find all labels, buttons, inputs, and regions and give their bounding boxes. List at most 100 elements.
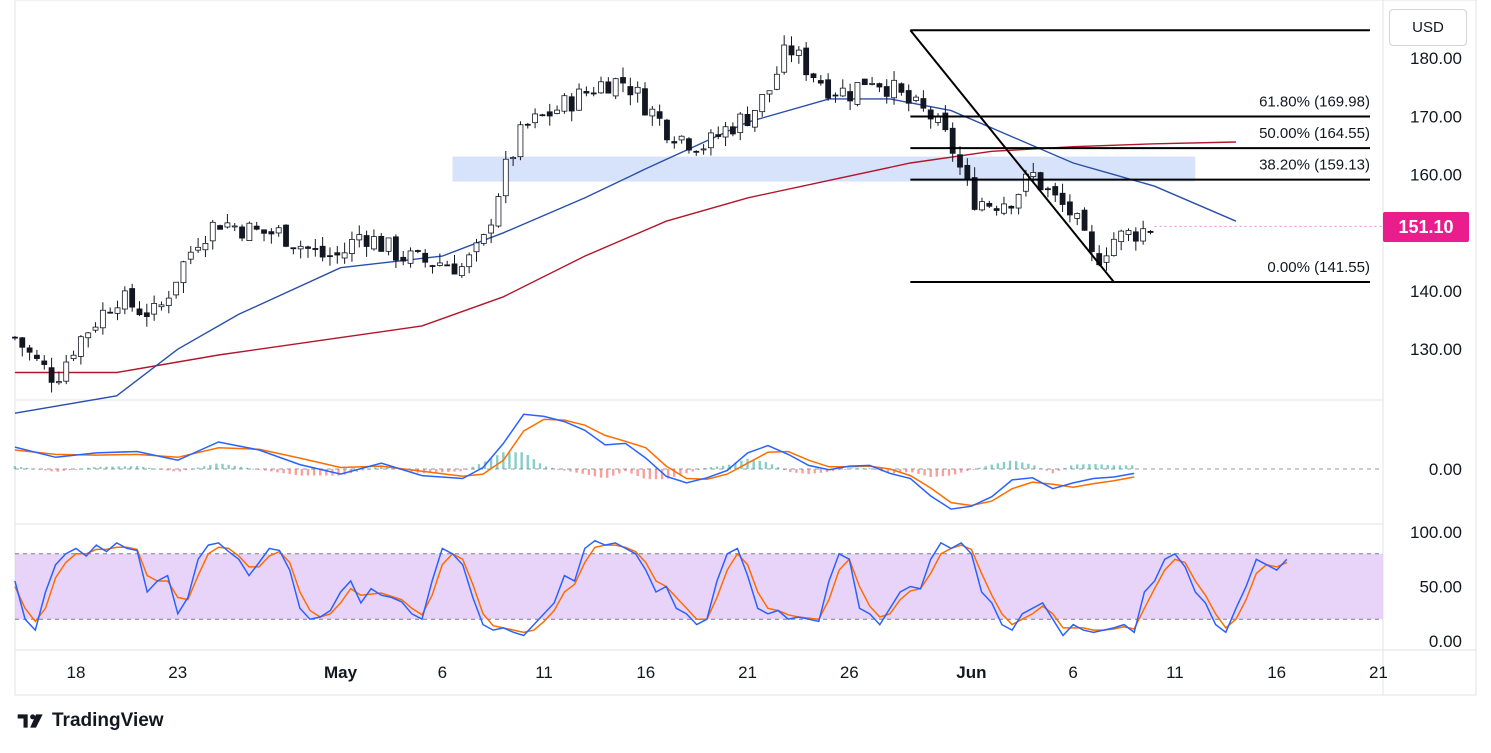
macd-histogram-bar <box>282 469 285 474</box>
macd-histogram-bar <box>13 466 17 469</box>
candle-body <box>913 96 919 101</box>
macd-histogram-bar <box>74 469 78 470</box>
macd-histogram-bar <box>19 466 23 469</box>
macd-histogram-bar <box>508 452 511 469</box>
candle-body <box>363 235 370 247</box>
macd-histogram-bar <box>496 455 499 469</box>
macd-histogram-bar <box>1130 465 1134 469</box>
macd-histogram-bar <box>844 469 847 470</box>
candle-body <box>583 91 590 94</box>
macd-histogram-bar <box>441 469 444 473</box>
macd-histogram-bar <box>850 468 853 470</box>
macd-histogram-bar <box>984 466 987 469</box>
candle-body <box>1059 192 1066 205</box>
candle-body <box>993 208 1000 211</box>
candle-body <box>971 177 978 210</box>
candle-body <box>77 336 84 357</box>
macd-histogram-bar <box>642 469 645 479</box>
candle-body <box>290 247 297 250</box>
stoch-tick-label: 100.00 <box>1410 523 1462 542</box>
candle-body <box>642 88 648 116</box>
candle-body <box>422 252 429 263</box>
candle-body <box>686 138 692 151</box>
macd-histogram-bar <box>990 464 993 469</box>
candle-body <box>136 308 143 316</box>
candle-body <box>737 113 744 133</box>
candle-body <box>356 234 363 241</box>
macd-histogram-bar <box>68 469 72 471</box>
candle-body <box>678 135 685 141</box>
macd-histogram-bar <box>599 469 603 478</box>
macd-histogram-bar <box>434 469 438 473</box>
macd-histogram-bar <box>373 467 377 469</box>
candle-body <box>1008 205 1015 209</box>
candle-body <box>385 237 392 252</box>
candle-body <box>349 239 355 254</box>
stoch-k-line <box>14 539 1288 637</box>
macd-histogram-bar <box>160 469 163 470</box>
candle-body <box>209 221 216 242</box>
price-tick-label: 170.00 <box>1410 107 1462 126</box>
date-tick-label: 21 <box>1369 663 1388 682</box>
macd-histogram-bar <box>550 467 554 469</box>
candle-body <box>253 225 260 230</box>
candle-body <box>810 73 817 79</box>
macd-histogram-bar <box>728 464 731 469</box>
candle-body <box>729 126 736 135</box>
candle-body <box>246 222 253 241</box>
candle-body <box>817 80 824 84</box>
macd-histogram-bar <box>886 469 890 473</box>
candle-body <box>744 113 751 127</box>
macd-histogram-bar <box>868 468 871 470</box>
macd-histogram-bar <box>294 469 297 475</box>
candle-body <box>1074 213 1081 219</box>
macd-histogram-bar <box>312 469 316 476</box>
currency-selector[interactable]: USD <box>1389 9 1467 46</box>
macd-histogram-bar <box>960 469 963 473</box>
macd-histogram-bar <box>166 469 169 471</box>
macd-histogram-bar <box>428 469 432 473</box>
macd-histogram-bar <box>392 468 395 470</box>
macd-histogram-bar <box>538 463 542 469</box>
macd-histogram-bar <box>447 469 450 472</box>
macd-histogram-bar <box>618 469 621 474</box>
tradingview-logo-icon <box>17 714 43 728</box>
macd-histogram-bar <box>935 469 939 477</box>
macd-histogram-bar <box>245 467 249 469</box>
macd-histogram-bar <box>257 469 261 470</box>
candle-body <box>158 304 165 308</box>
candle-body <box>766 90 773 95</box>
candle-body <box>85 332 92 339</box>
macd-histogram-bar <box>117 466 120 469</box>
candle-body <box>19 337 26 348</box>
candle-body <box>920 98 927 109</box>
candle-body <box>554 109 560 114</box>
tradingview-brand[interactable]: TradingView <box>16 708 164 734</box>
macd-histogram-bar <box>605 469 609 478</box>
sma-blue-line <box>14 98 1237 414</box>
macd-histogram-bar <box>306 469 310 476</box>
macd-histogram-bar <box>1063 468 1067 469</box>
candle-body <box>700 148 707 151</box>
candle-body <box>268 231 275 235</box>
macd-histogram-bar <box>813 469 816 474</box>
macd-histogram-bar <box>874 469 877 470</box>
macd-histogram-bar <box>62 469 65 471</box>
macd-histogram-bar <box>563 469 566 471</box>
candle-body <box>561 95 568 112</box>
candle-body <box>847 91 854 102</box>
macd-histogram-bar <box>776 467 780 469</box>
macd-histogram-bar <box>612 469 615 476</box>
macd-histogram-bar <box>361 469 365 471</box>
resistance-zone <box>452 156 1196 182</box>
candle-body <box>1125 230 1132 235</box>
macd-histogram-bar <box>1112 465 1116 469</box>
macd-histogram-bar <box>319 469 322 476</box>
macd-histogram-bar <box>532 459 536 469</box>
macd-histogram-bar <box>581 469 584 474</box>
candle-body <box>905 90 912 104</box>
candle-body <box>869 83 875 85</box>
macd-histogram-bar <box>471 466 475 469</box>
